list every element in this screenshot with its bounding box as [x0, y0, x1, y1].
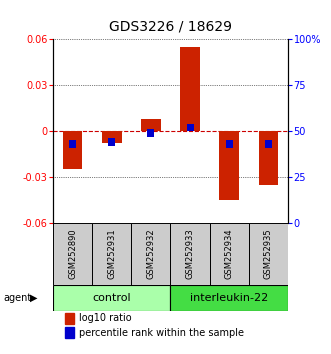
Bar — [187, 124, 194, 131]
Text: control: control — [92, 293, 131, 303]
Bar — [249, 223, 288, 285]
Text: log10 ratio: log10 ratio — [79, 313, 131, 323]
Text: ▶: ▶ — [30, 293, 37, 303]
Text: GSM252933: GSM252933 — [186, 228, 195, 279]
Bar — [141, 119, 161, 131]
Bar — [147, 129, 154, 137]
Text: agent: agent — [3, 293, 31, 303]
Bar — [170, 223, 210, 285]
Text: GSM252931: GSM252931 — [107, 229, 116, 279]
Bar — [108, 138, 115, 146]
Bar — [265, 140, 272, 148]
Bar — [259, 131, 278, 185]
Text: GSM252932: GSM252932 — [146, 229, 155, 279]
Text: percentile rank within the sample: percentile rank within the sample — [79, 328, 244, 338]
Bar — [170, 285, 288, 311]
Bar — [53, 285, 170, 311]
Bar — [65, 313, 74, 324]
Bar — [131, 223, 170, 285]
Bar — [53, 223, 92, 285]
Text: interleukin-22: interleukin-22 — [190, 293, 268, 303]
Bar — [180, 47, 200, 131]
Bar — [226, 140, 233, 148]
Text: GSM252890: GSM252890 — [68, 229, 77, 279]
Bar — [219, 131, 239, 200]
Bar — [69, 140, 76, 148]
Bar — [92, 223, 131, 285]
Text: GSM252935: GSM252935 — [264, 229, 273, 279]
Bar — [102, 131, 121, 143]
Text: GSM252934: GSM252934 — [225, 229, 234, 279]
Text: GDS3226 / 18629: GDS3226 / 18629 — [109, 19, 232, 34]
Bar — [65, 327, 74, 338]
Bar — [210, 223, 249, 285]
Bar — [63, 131, 82, 170]
